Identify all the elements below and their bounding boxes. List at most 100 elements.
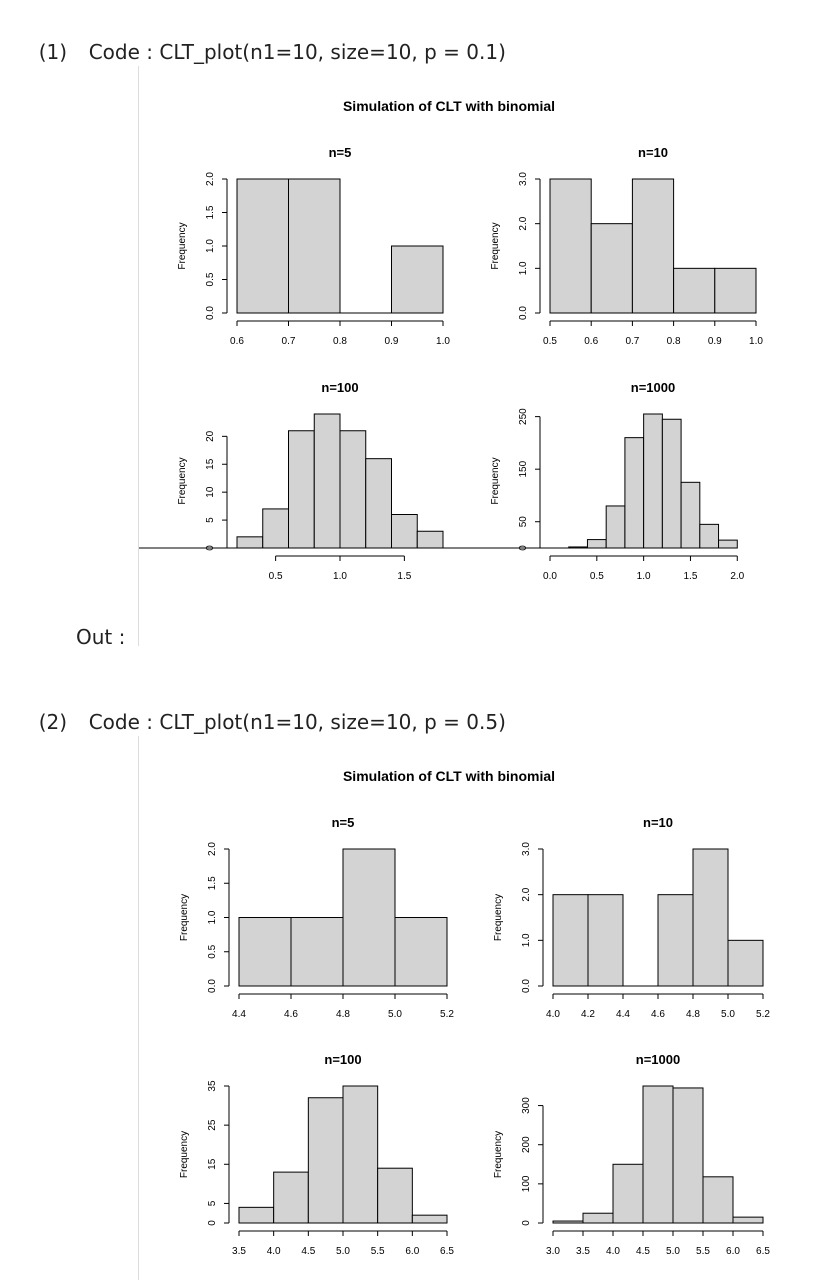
histogram-bar <box>631 178 675 314</box>
y-axis-label: Frequency <box>179 894 190 941</box>
histogram-bar <box>416 530 444 549</box>
y-tick-label: 100 <box>521 1175 532 1192</box>
y-axis-label: Frequency <box>490 222 501 269</box>
panel-title: n=100 <box>321 380 358 395</box>
y-tick-label: 0.5 <box>205 272 216 286</box>
y-axis-label: Frequency <box>493 1131 504 1178</box>
y-tick-label: 0.0 <box>207 979 218 993</box>
y-tick-label: 0 <box>521 1220 532 1226</box>
histogram-panel-n-100: n=100 3.5 4.0 4.5 5.0 5.5 6.0 6.5 0 5 15 25 35 Freque… <box>179 1052 454 1257</box>
histogram-bar <box>365 458 392 549</box>
histogram-bar <box>643 413 663 549</box>
x-tick-label: 1.5 <box>684 571 698 582</box>
histogram-bar <box>391 245 444 314</box>
histogram-bar <box>587 894 624 987</box>
x-tick-label: 6.0 <box>726 1246 740 1257</box>
histogram-bar <box>612 1163 644 1224</box>
y-tick-label: 200 <box>521 1136 532 1153</box>
histogram-bar <box>238 1206 275 1224</box>
histogram-bar <box>582 1212 614 1224</box>
y-tick-label: 1.5 <box>207 876 218 890</box>
y-tick-label: 250 <box>518 408 529 425</box>
x-tick-label: 6.5 <box>440 1246 454 1257</box>
x-tick-label: 4.5 <box>636 1246 650 1257</box>
histogram-bar <box>680 481 701 549</box>
histogram-bar <box>288 430 315 549</box>
histogram-panel-n-5: n=5 4.4 4.6 4.8 5.0 5.2 0.0 0.5 1.0 1.5 2.0 Frequen… <box>179 815 454 1020</box>
chart-title: Simulation of CLT with binomial <box>343 768 555 784</box>
y-tick-label: 2.0 <box>207 842 218 856</box>
y-tick-label: 1.0 <box>518 261 529 275</box>
x-tick-label: 0.8 <box>333 336 347 347</box>
x-tick-label: 4.8 <box>336 1009 350 1020</box>
histogram-bar <box>236 178 289 314</box>
histogram-bar <box>624 437 645 549</box>
y-tick-label: 0.5 <box>207 944 218 958</box>
histogram-bar <box>552 894 589 987</box>
y-tick-label: 300 <box>521 1097 532 1114</box>
y-tick-label: 1.0 <box>205 239 216 253</box>
y-tick-label: 3.0 <box>521 842 532 856</box>
y-tick-label: 2.0 <box>205 172 216 186</box>
x-tick-label: 0.0 <box>543 571 557 582</box>
histogram-bar <box>657 894 694 987</box>
x-tick-label: 1.0 <box>436 336 450 347</box>
y-tick-label: 0 <box>207 1220 218 1226</box>
x-tick-label: 6.0 <box>405 1246 419 1257</box>
y-axis-label: Frequency <box>177 222 188 269</box>
y-tick-label: 1.0 <box>521 933 532 947</box>
x-tick-label: 2.0 <box>730 571 744 582</box>
panel-title: n=5 <box>332 815 355 830</box>
x-tick-label: 4.0 <box>546 1009 560 1020</box>
histogram-bar <box>702 1176 734 1224</box>
histogram-bar <box>661 418 682 549</box>
x-tick-label: 1.0 <box>333 571 347 582</box>
y-axis-label: Frequency <box>179 1131 190 1178</box>
y-tick-label: 150 <box>518 460 529 477</box>
x-tick-label: 6.5 <box>756 1246 770 1257</box>
y-tick-label: 1.0 <box>207 910 218 924</box>
histogram-bar <box>727 939 764 987</box>
histogram-bar <box>339 430 367 549</box>
x-tick-label: 0.7 <box>282 336 296 347</box>
x-tick-label: 5.2 <box>440 1009 454 1020</box>
panel-title: n=100 <box>324 1052 361 1067</box>
y-tick-label: 2.0 <box>518 216 529 230</box>
histogram-bar <box>699 523 720 549</box>
panel-title: n=1000 <box>631 380 675 395</box>
histogram-bar <box>605 505 626 549</box>
histogram-bar <box>273 1171 309 1224</box>
y-tick-label: 0.0 <box>518 306 529 320</box>
histogram-panel-n-10: n=10 0.5 0.6 0.7 0.8 0.9 1.0 0.0 1.0 2.0 3.0 Freque… <box>490 145 763 347</box>
clt-chart-2: Simulation of CLT with binomial n=5 4.4 4.6… <box>179 768 770 1257</box>
panel-title: n=1000 <box>636 1052 680 1067</box>
histogram-bar <box>672 1087 704 1224</box>
histogram-bar <box>411 1214 448 1224</box>
x-tick-label: 0.6 <box>230 336 244 347</box>
plot-panel-1: Simulation of CLT with binomial n=5 0.6 0.7… <box>138 66 779 646</box>
y-tick-label: 50 <box>518 516 529 528</box>
y-tick-label: 15 <box>207 1158 218 1170</box>
y-tick-label: 0.0 <box>521 979 532 993</box>
histogram-bar <box>262 508 289 549</box>
y-axis-label: Frequency <box>177 457 188 504</box>
x-tick-label: 0.9 <box>385 336 399 347</box>
out-label: Out : <box>76 625 126 649</box>
y-axis-label: Frequency <box>490 457 501 504</box>
histogram-bar <box>549 178 592 314</box>
x-tick-label: 5.0 <box>388 1009 402 1020</box>
histogram-bar <box>732 1216 764 1224</box>
x-tick-label: 0.9 <box>708 336 722 347</box>
histogram-panel-n-1000: n=1000 0.0 0.5 1.0 1.5 2.0 0 50 150 250 Frequency <box>139 380 745 582</box>
x-tick-label: 4.4 <box>232 1009 246 1020</box>
panel-title: n=5 <box>329 145 352 160</box>
x-tick-label: 5.2 <box>756 1009 770 1020</box>
x-tick-label: 5.0 <box>721 1009 735 1020</box>
histogram-bar <box>552 1220 584 1224</box>
histogram-bar <box>586 539 607 549</box>
x-tick-label: 4.6 <box>651 1009 665 1020</box>
y-tick-label: 10 <box>205 486 216 498</box>
clt-chart-1: Simulation of CLT with binomial n=5 0.6 0.7… <box>139 98 763 582</box>
histogram-bar <box>642 1085 674 1224</box>
